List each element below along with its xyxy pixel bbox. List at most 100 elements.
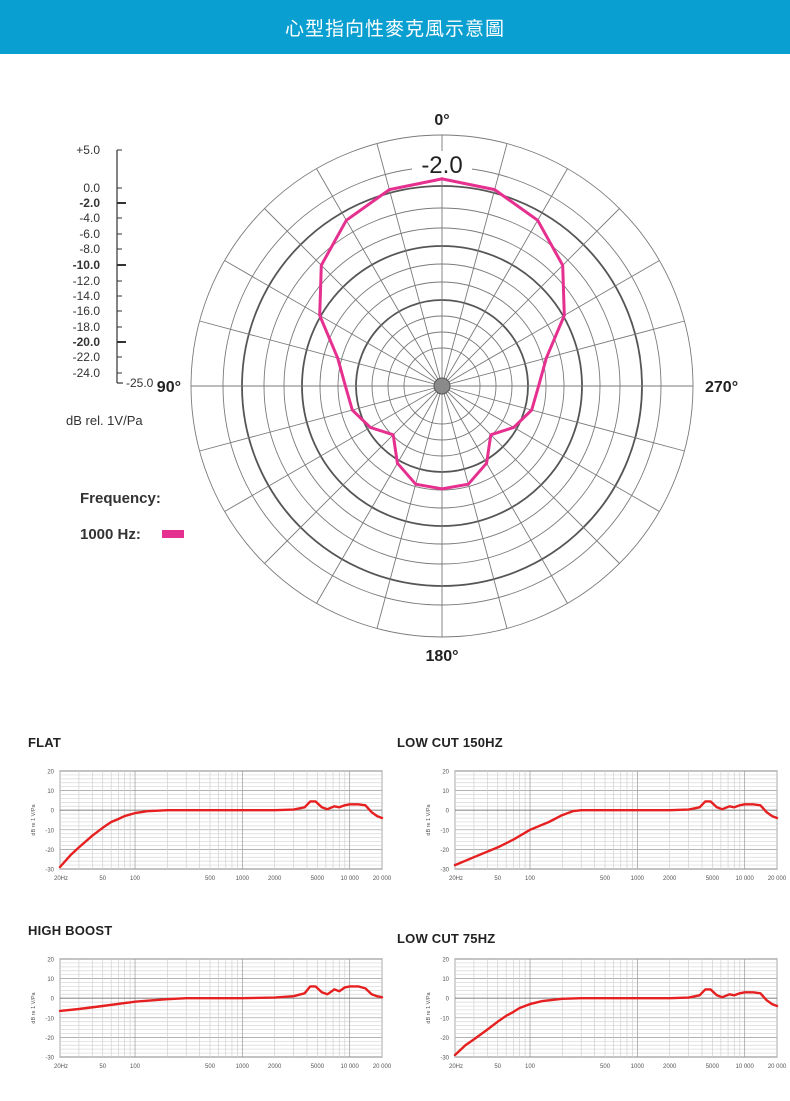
y-tick-label: 20 bbox=[47, 958, 54, 964]
polar-spoke bbox=[316, 385, 443, 604]
angle-label-0: 0° bbox=[434, 112, 449, 129]
legend-swatch bbox=[162, 530, 184, 538]
polar-spoke bbox=[441, 385, 660, 512]
response-curve bbox=[453, 988, 779, 1057]
top-value-label: -2.0 bbox=[421, 152, 462, 179]
y-tick-label: 0 bbox=[446, 997, 450, 1003]
scale-tick-label: 0.0 bbox=[83, 181, 100, 195]
plot-frame bbox=[454, 770, 778, 870]
polar-spoke bbox=[441, 143, 508, 387]
x-tick-label: 20 000 bbox=[373, 876, 392, 882]
x-tick-label: 2000 bbox=[663, 1064, 677, 1070]
chart-title: LOW CUT 75HZ bbox=[397, 931, 496, 946]
polar-spoke bbox=[441, 385, 568, 604]
legend-entry-label: 1000 Hz: bbox=[80, 526, 141, 543]
x-tick-label: 100 bbox=[130, 1064, 141, 1070]
x-tick-label: 20Hz bbox=[54, 1064, 68, 1070]
x-tick-label: 10 000 bbox=[341, 1064, 360, 1070]
y-tick-label: -30 bbox=[45, 1056, 54, 1062]
x-tick-label: 5000 bbox=[706, 1064, 720, 1070]
x-tick-label: 500 bbox=[600, 876, 611, 882]
angle-label-90: 90° bbox=[157, 379, 181, 396]
legend-title: Frequency: bbox=[80, 490, 161, 507]
polar-spoke bbox=[441, 385, 508, 629]
x-tick-label: 1000 bbox=[236, 1064, 250, 1070]
polar-spoke bbox=[376, 385, 443, 629]
y-tick-label: 10 bbox=[442, 977, 449, 983]
x-tick-label: 500 bbox=[205, 876, 216, 882]
y-tick-label: -30 bbox=[440, 868, 449, 874]
scale-tick-label: -24.0 bbox=[73, 366, 101, 380]
scale-tick-label: +5.0 bbox=[76, 143, 100, 157]
plot-frame bbox=[59, 958, 383, 1058]
x-tick-label: 5000 bbox=[311, 876, 325, 882]
x-tick-label: 100 bbox=[525, 1064, 536, 1070]
header-banner: 心型指向性麥克風示意圖 bbox=[0, 0, 790, 54]
x-tick-label: 1000 bbox=[236, 876, 250, 882]
y-tick-label: -10 bbox=[45, 828, 54, 834]
scale-tick-label: -6.0 bbox=[79, 227, 100, 241]
y-axis-label: dB re 1 V/Pa bbox=[31, 803, 37, 835]
frequency-response-high-boost: HIGH BOOST 20 10 0 -10 -20 -30 20Hz 50 100 500 100… bbox=[0, 913, 395, 1093]
x-tick-label: 100 bbox=[525, 876, 536, 882]
top-value-backdrop bbox=[412, 151, 472, 177]
y-tick-label: -20 bbox=[45, 848, 54, 854]
x-tick-label: 20 000 bbox=[768, 876, 787, 882]
x-tick-label: 20Hz bbox=[449, 1064, 463, 1070]
polar-spoke bbox=[264, 385, 443, 564]
x-tick-label: 50 bbox=[99, 1064, 106, 1070]
polar-center-dot bbox=[433, 377, 451, 395]
x-tick-label: 20 000 bbox=[768, 1064, 787, 1070]
scale-tick-label: -22.0 bbox=[73, 350, 101, 364]
polar-spoke bbox=[376, 143, 443, 387]
scale-tick-label: -4.0 bbox=[79, 211, 100, 225]
response-curve bbox=[58, 800, 384, 869]
x-tick-label: 20Hz bbox=[449, 876, 463, 882]
plot-frame bbox=[454, 958, 778, 1058]
x-tick-label: 50 bbox=[494, 1064, 501, 1070]
y-tick-label: 10 bbox=[442, 789, 449, 795]
x-tick-label: 20 000 bbox=[373, 1064, 392, 1070]
y-tick-label: 0 bbox=[51, 997, 55, 1003]
x-tick-label: 50 bbox=[99, 876, 106, 882]
y-tick-label: -20 bbox=[440, 848, 449, 854]
polar-spoke bbox=[316, 168, 443, 387]
scale-tick-label: -18.0 bbox=[73, 320, 101, 334]
y-tick-label: 20 bbox=[442, 770, 449, 776]
x-tick-label: 20Hz bbox=[54, 876, 68, 882]
scale-tick-label: -12.0 bbox=[73, 274, 101, 288]
polar-spoke bbox=[441, 168, 568, 387]
scale-tick-label: -25.0 bbox=[126, 376, 154, 390]
x-tick-label: 1000 bbox=[631, 1064, 645, 1070]
chart-title: HIGH BOOST bbox=[28, 923, 113, 938]
scale-tick-label: -14.0 bbox=[73, 289, 101, 303]
response-curve bbox=[453, 800, 779, 867]
polar-pattern-chart: 0°90°180°270°-2.0+5.00.0-2.0-4.0-6.0-8.0… bbox=[66, 112, 738, 665]
y-tick-label: -10 bbox=[45, 1016, 54, 1022]
x-tick-label: 2000 bbox=[663, 876, 677, 882]
angle-label-180: 180° bbox=[425, 648, 458, 665]
x-tick-label: 10 000 bbox=[341, 876, 360, 882]
frequency-response-low-cut-75: LOW CUT 75HZ 20 10 0 -10 -20 -30 20Hz 50 100 500 1… bbox=[395, 913, 790, 1093]
x-tick-label: 50 bbox=[494, 876, 501, 882]
y-tick-label: -10 bbox=[440, 828, 449, 834]
x-tick-label: 10 000 bbox=[736, 876, 755, 882]
x-tick-label: 1000 bbox=[631, 876, 645, 882]
y-tick-label: -20 bbox=[440, 1036, 449, 1042]
y-tick-label: -30 bbox=[440, 1056, 449, 1062]
angle-label-270: 270° bbox=[705, 379, 738, 396]
polar-spoke bbox=[441, 208, 620, 387]
scale-tick-label: -20.0 bbox=[73, 335, 101, 349]
y-tick-label: 20 bbox=[47, 770, 54, 776]
y-tick-label: -30 bbox=[45, 868, 54, 874]
x-tick-label: 2000 bbox=[268, 1064, 282, 1070]
y-tick-label: -20 bbox=[45, 1036, 54, 1042]
scale-tick-label: -10.0 bbox=[73, 258, 101, 272]
frequency-response-flat: FLAT 20 10 0 -10 -20 -30 20Hz 50 100 500 1000 2000 5… bbox=[0, 725, 395, 895]
frequency-response-low-cut-150: LOW CUT 150HZ 20 10 0 -10 -20 -30 20Hz 50 100 500… bbox=[395, 725, 790, 895]
scale-tick-label: -16.0 bbox=[73, 304, 101, 318]
